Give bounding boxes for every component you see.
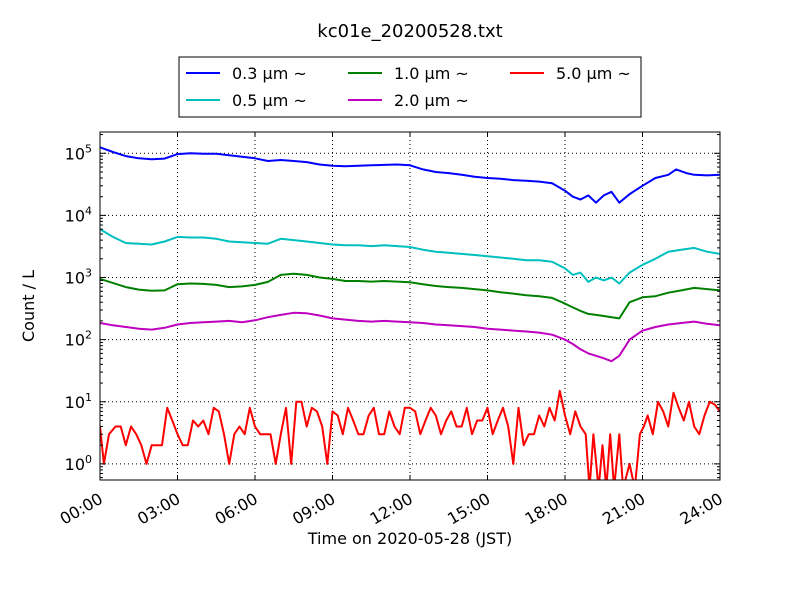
y-tick-label: 100: [65, 453, 92, 474]
x-tick-label: 09:00: [289, 489, 338, 529]
x-tick-label: 18:00: [522, 489, 571, 529]
series-line-2: [100, 228, 720, 285]
legend: 0.3 μm ~ 0.5 μm ~ 1.0 μm ~ 2.0 μm ~ 5.0 μm ~: [178, 56, 642, 118]
y-tick-label: 104: [65, 204, 92, 225]
x-tick-label: 21:00: [599, 489, 648, 529]
x-tick-label: 03:00: [134, 489, 183, 529]
series-line-4: [100, 311, 720, 363]
series-line-3: [100, 272, 720, 320]
x-tick-label: 12:00: [367, 489, 416, 529]
series-layer: [100, 146, 720, 480]
x-tick-label: 00:00: [57, 489, 106, 529]
x-tick-label: 24:00: [677, 489, 726, 529]
series-line-1: [100, 146, 720, 204]
legend-box: [178, 56, 642, 118]
legend-label: 2.0 μm ~: [394, 91, 469, 110]
y-tick-label: 102: [65, 329, 92, 350]
x-tick-label: 06:00: [212, 489, 261, 529]
y-tick-label: 105: [65, 142, 92, 163]
x-axis-label: Time on 2020-05-28 (JST): [307, 529, 512, 548]
axes: 00:00 03:00 06:00 09:00 12:00 15:00 18:00 21:00…: [57, 132, 726, 529]
series-line-5: [100, 389, 720, 480]
legend-label: 1.0 μm ~: [394, 64, 469, 83]
legend-label: 0.3 μm ~: [232, 64, 307, 83]
y-axis-label: Count / L: [19, 270, 38, 342]
chart-title: kc01e_20200528.txt: [317, 21, 502, 42]
legend-label: 0.5 μm ~: [232, 91, 307, 110]
x-tick-label: 15:00: [444, 489, 493, 529]
y-tick-label: 103: [65, 267, 92, 288]
y-tick-label: 101: [65, 391, 92, 412]
legend-label: 5.0 μm ~: [556, 64, 631, 83]
